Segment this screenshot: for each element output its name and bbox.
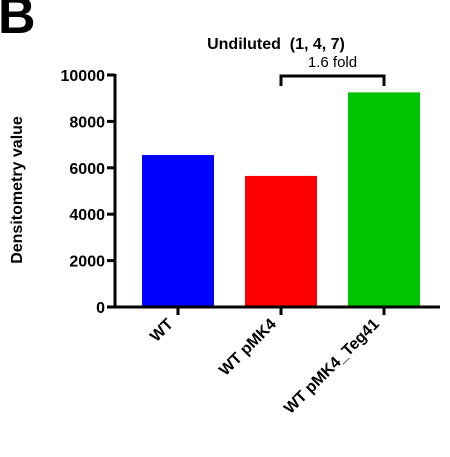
y-tick-label: 0 <box>96 300 105 317</box>
x-axis: WT WT pMK4 WT pMK4_Teg41 <box>113 305 440 418</box>
y-tick-label: 4000 <box>69 207 105 224</box>
y-axis: 0 2000 4000 6000 8000 10000 <box>61 68 117 317</box>
significance-bracket <box>279 74 386 86</box>
x-tick-label: WT pMK4 <box>216 316 280 380</box>
y-tick-label: 8000 <box>69 114 105 131</box>
x-tick-label: WT <box>147 316 177 346</box>
chart-title: Undiluted (1, 4, 7) <box>207 36 345 53</box>
y-tick-label: 10000 <box>61 68 106 85</box>
x-tick-label: WT pMK4_Teg41 <box>281 316 383 418</box>
y-tick-label: 6000 <box>69 161 105 178</box>
bars-group <box>142 92 420 308</box>
bar-2 <box>245 175 317 307</box>
annotation-group: 1.6 fold <box>279 54 386 86</box>
y-axis-label: Densitometry value <box>9 116 26 264</box>
y-tick-label: 2000 <box>69 254 105 271</box>
bar-3 <box>348 92 420 308</box>
bar-1 <box>142 155 214 307</box>
panel-letter: B <box>0 0 36 45</box>
fold-annotation: 1.6 fold <box>308 54 357 71</box>
